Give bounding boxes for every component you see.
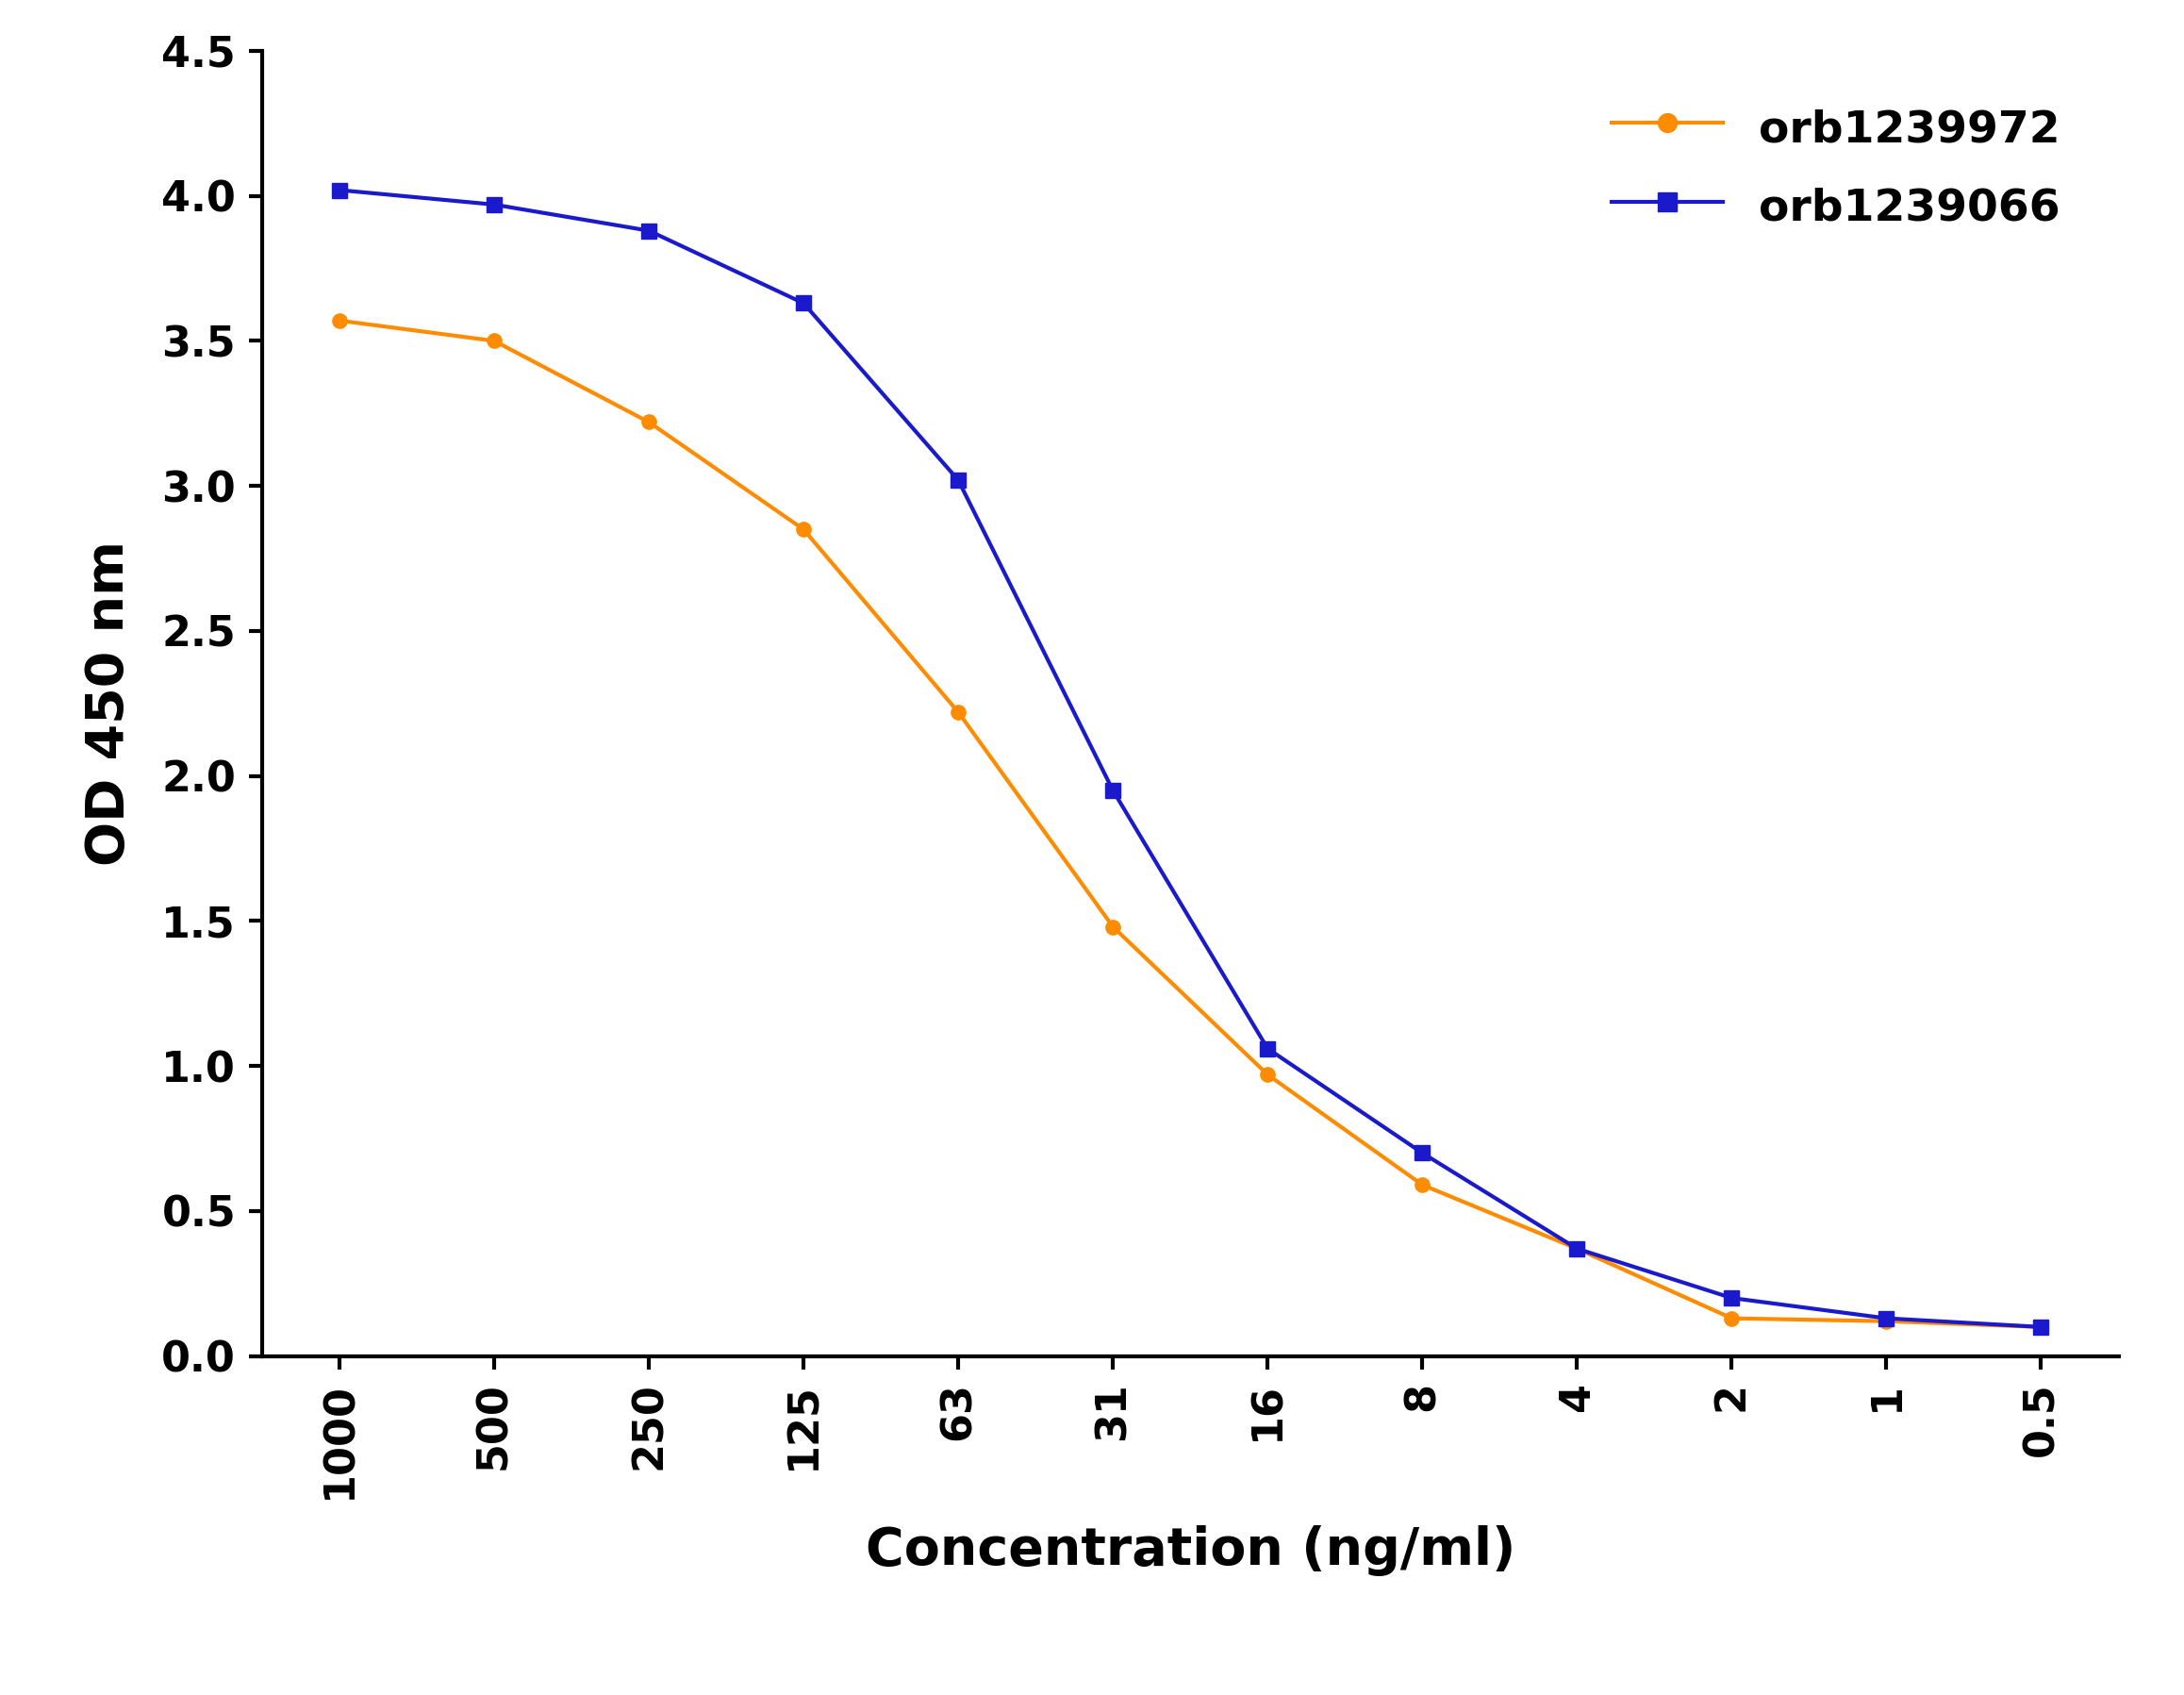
- orb1239972: [1564, 1239, 1590, 1259]
- X-axis label: Concentration (ng/ml): Concentration (ng/ml): [865, 1526, 1516, 1576]
- orb1239972: [1409, 1175, 1435, 1195]
- orb1239972: [2029, 1317, 2055, 1337]
- orb1239066: [946, 470, 972, 490]
- Legend: orb1239972, orb1239066: orb1239972, orb1239066: [1594, 86, 2077, 247]
- orb1239972: [636, 412, 662, 432]
- orb1239972: [1254, 1064, 1280, 1085]
- orb1239066: [1409, 1142, 1435, 1163]
- orb1239972: [791, 519, 817, 539]
- orb1239066: [1254, 1039, 1280, 1059]
- orb1239972: [1874, 1310, 1900, 1331]
- orb1239066: [1874, 1309, 1900, 1329]
- orb1239972: [1719, 1309, 1745, 1329]
- orb1239066: [1719, 1288, 1745, 1309]
- orb1239972: [946, 702, 972, 722]
- orb1239066: [636, 220, 662, 241]
- orb1239066: [2029, 1317, 2055, 1337]
- orb1239972: [1101, 917, 1127, 937]
- Y-axis label: OD 450 nm: OD 450 nm: [85, 541, 135, 866]
- Line: orb1239972: orb1239972: [332, 314, 2049, 1334]
- orb1239066: [791, 293, 817, 314]
- Line: orb1239066: orb1239066: [332, 183, 2049, 1334]
- orb1239066: [1101, 780, 1127, 800]
- orb1239972: [325, 310, 352, 331]
- orb1239066: [325, 180, 352, 200]
- orb1239066: [1564, 1239, 1590, 1259]
- orb1239972: [480, 331, 507, 351]
- orb1239066: [480, 195, 507, 215]
